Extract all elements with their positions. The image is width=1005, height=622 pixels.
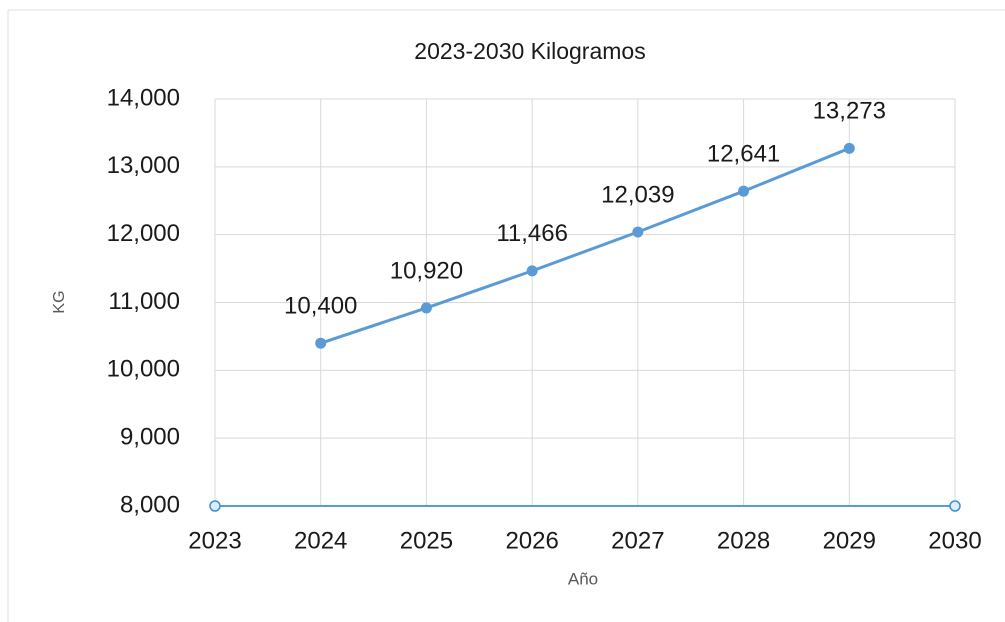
- y-tick-label: 12,000: [107, 220, 180, 247]
- y-tick-label: 10,000: [107, 356, 180, 383]
- data-point: [315, 337, 327, 349]
- data-point: [526, 265, 538, 277]
- data-label: 12,039: [601, 181, 674, 208]
- data-label: 12,641: [707, 141, 780, 168]
- data-point: [738, 185, 750, 197]
- x-tick-label: 2028: [717, 527, 770, 554]
- x-axis-label: Año: [568, 569, 598, 588]
- data-label: 10,920: [390, 257, 463, 284]
- x-tick-label: 2024: [294, 527, 347, 554]
- data-point: [420, 302, 432, 314]
- y-axis-label: KG: [51, 290, 68, 313]
- y-tick-label: 13,000: [107, 152, 180, 179]
- x-tick-label: 2027: [611, 527, 664, 554]
- data-label: 10,400: [284, 293, 357, 320]
- data-label: 13,273: [813, 98, 886, 125]
- y-tick-label: 14,000: [107, 84, 180, 111]
- chart-title: 2023-2030 Kilogramos: [414, 38, 645, 64]
- y-tick-label: 9,000: [120, 424, 180, 451]
- data-label: 11,466: [496, 220, 568, 247]
- data-point: [632, 226, 644, 238]
- selection-handle: [949, 500, 961, 512]
- selection-handle: [209, 500, 221, 512]
- series-line: [320, 146, 850, 345]
- data-point: [843, 142, 855, 154]
- x-tick-label: 2030: [928, 527, 981, 554]
- y-tick-label: 11,000: [108, 288, 180, 315]
- x-tick-label: 2029: [823, 527, 876, 554]
- y-tick-label: 8,000: [120, 491, 180, 518]
- x-tick-label: 2026: [505, 527, 558, 554]
- x-tick-label: 2025: [400, 527, 453, 554]
- x-tick-label: 2023: [188, 527, 241, 554]
